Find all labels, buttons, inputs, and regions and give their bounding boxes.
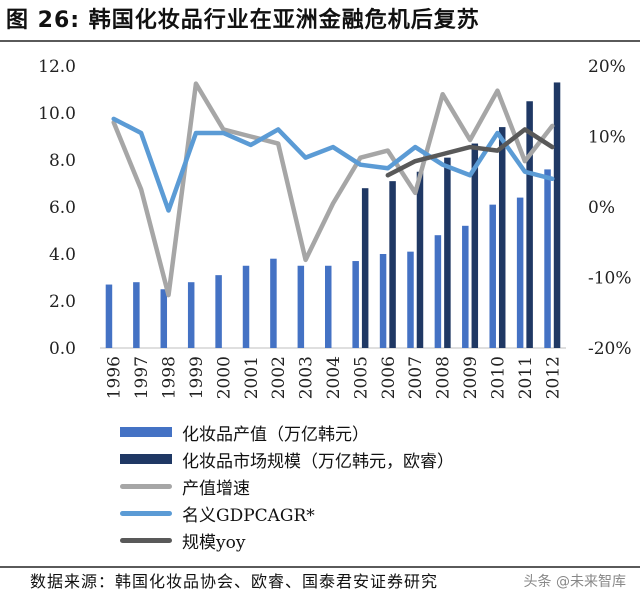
left-tick-label: 2.0 [49,292,76,312]
bar-market [471,143,479,348]
line-market-yoy [385,127,555,178]
x-tick-label: 2008 [434,356,454,399]
bar-production [187,282,195,348]
legend-item: 产值增速 [120,474,250,499]
bar-market [444,157,451,348]
bar-production [407,251,414,348]
x-tick-label: 2006 [379,356,399,399]
title-divider [0,40,640,42]
bar-production [215,275,222,348]
line-gdp-cagr [111,116,555,213]
bar-market [361,188,369,348]
bar-production [297,265,305,348]
bar-production [462,225,469,348]
source-divider [0,566,640,568]
x-tick-label: 1999 [187,356,207,399]
bar-production [379,254,387,348]
bar-production [352,261,359,348]
source-note: 数据来源：韩国化妆品协会、欧睿、国泰君安证券研究 [30,572,439,591]
bar-production [160,289,168,348]
bar-market [389,181,396,348]
bar-production [544,169,551,348]
legend-item: 化妆品产值（万亿韩元） [120,420,369,445]
bar-production [105,284,113,348]
left-tick-label: 4.0 [49,245,76,265]
x-tick-label: 2004 [324,356,344,399]
bars-layer [105,82,561,348]
bar-production [489,204,496,348]
left-tick-label: 12.0 [38,57,76,77]
bar-production [133,282,140,348]
x-tick-label: 2005 [351,356,371,399]
left-tick-label: 8.0 [49,151,76,171]
legend-label: 规模yoy [182,532,246,553]
labels-layer: 0.0 2.0 4.0 6.0 8.0 10.0 12.0 -20% -10% 0% 10% 20% 1… [38,57,631,399]
legend-swatch-production-growth [120,483,172,489]
x-tick-label: 2003 [297,356,317,399]
legend-item: 化妆品市场规模（万亿韩元，欧睿） [120,447,454,472]
chart-title: 图 26: 韩国化妆品行业在亚洲金融危机后复苏 [6,8,480,33]
legend-swatch-market-yoy [120,537,172,543]
legend-label: 化妆品产值（万亿韩元） [182,424,369,445]
line-production-growth [111,81,555,298]
legend-swatch-market-bar [120,454,172,464]
legend-swatch-gdp-cagr [120,510,172,516]
x-tick-label: 2011 [516,356,536,399]
x-tick-label: 2012 [543,356,563,399]
right-tick-label: -10% [588,269,632,289]
x-tick-label: 2010 [488,356,508,399]
x-tick-label: 2009 [461,356,481,399]
right-tick-label: 20% [588,57,626,77]
chart-plot: 0.0 2.0 4.0 6.0 8.0 10.0 12.0 -20% -10% 0% 10% 20% 1… [38,57,631,399]
x-tick-label: 1998 [160,356,180,399]
right-tick-label: 0% [588,198,615,218]
x-tick-label: 2000 [214,356,234,399]
bar-production [325,265,332,348]
x-tick-label: 2002 [269,356,289,399]
legend-label: 名义GDPCAGR* [182,505,315,526]
x-tick-label: 2001 [242,356,262,399]
left-tick-label: 6.0 [49,198,76,218]
left-tick-label: 0.0 [49,339,76,359]
watermark: 头条 @未来智库 [523,574,626,590]
bar-market [498,127,506,348]
bar-production [242,265,250,348]
bar-production [434,235,442,348]
legend-label: 化妆品市场规模（万亿韩元，欧睿） [182,451,454,472]
x-tick-label: 2007 [406,356,426,399]
chart-legend: 化妆品产值（万亿韩元） 化妆品市场规模（万亿韩元，欧睿） 产值增速名义GDPCAGR… [120,420,600,560]
right-tick-label: -20% [588,339,632,359]
right-tick-label: 10% [588,128,626,148]
legend-item: 名义GDPCAGR* [120,501,315,526]
bar-market [553,82,561,348]
legend-label: 产值增速 [182,478,250,499]
x-tick-label: 1997 [132,356,152,399]
bar-production [516,197,524,348]
legend-swatch-production-bar [120,427,172,437]
bar-production [270,258,277,348]
bar-market [416,171,424,348]
legend-item: 规模yoy [120,528,246,553]
x-tick-label: 1996 [105,356,125,399]
lines-layer [111,81,555,298]
bar-market [526,101,533,348]
left-tick-label: 10.0 [38,104,76,124]
